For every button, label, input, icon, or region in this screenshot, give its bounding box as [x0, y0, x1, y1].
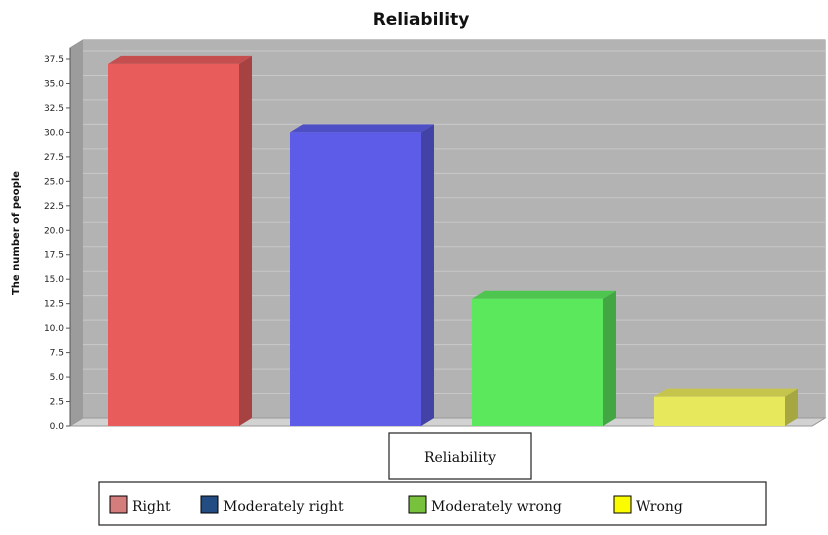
bar-top-3	[472, 290, 616, 299]
chart-title: Reliability	[373, 10, 470, 30]
bar-top-1	[108, 55, 252, 64]
y-tick-label: 0.0	[50, 422, 65, 432]
bar-side-2	[421, 124, 434, 427]
legend-swatch-2	[200, 495, 219, 514]
y-tick-label: 12.5	[44, 300, 64, 310]
y-axis-label: The number of people	[11, 171, 22, 295]
y-tick-label: 27.5	[44, 153, 64, 163]
bar-4[interactable]	[654, 396, 785, 426]
bar-side-3	[603, 290, 616, 426]
bar-top-4	[654, 388, 798, 397]
legend-label-2: Moderately right	[223, 499, 344, 515]
y-tick-label: 17.5	[44, 251, 64, 261]
legend-label-4: Wrong	[636, 499, 683, 515]
legend-swatch-3	[408, 495, 427, 514]
y-tick-label: 5.0	[50, 373, 65, 383]
bar-side-1	[239, 55, 252, 426]
y-tick-label: 22.5	[44, 202, 64, 212]
y-tick-label: 15.0	[44, 275, 64, 285]
bar-2[interactable]	[290, 132, 421, 426]
plot-side-wall	[70, 40, 83, 426]
bar-top-2	[290, 124, 434, 133]
y-tick-label: 37.5	[44, 55, 64, 65]
y-tick-label: 10.0	[44, 324, 64, 334]
y-tick-label: 32.5	[44, 104, 64, 114]
y-tick-label: 20.0	[44, 226, 64, 236]
legend-label-1: Right	[132, 499, 171, 515]
x-category-label: Reliability	[424, 450, 496, 466]
y-tick-label: 7.5	[50, 349, 64, 359]
y-tick-label: 35.0	[44, 79, 64, 89]
legend-swatch-4	[613, 495, 632, 514]
category-label-box	[388, 432, 532, 480]
y-tick-label: 30.0	[44, 128, 64, 138]
bar-3[interactable]	[472, 298, 603, 426]
legend-label-3: Moderately wrong	[431, 499, 562, 515]
bar-1[interactable]	[108, 63, 239, 426]
bar-side-4	[785, 388, 798, 426]
legend-swatch-1	[109, 495, 128, 514]
y-tick-label: 2.5	[50, 398, 64, 408]
y-tick-label: 25.0	[44, 177, 64, 187]
